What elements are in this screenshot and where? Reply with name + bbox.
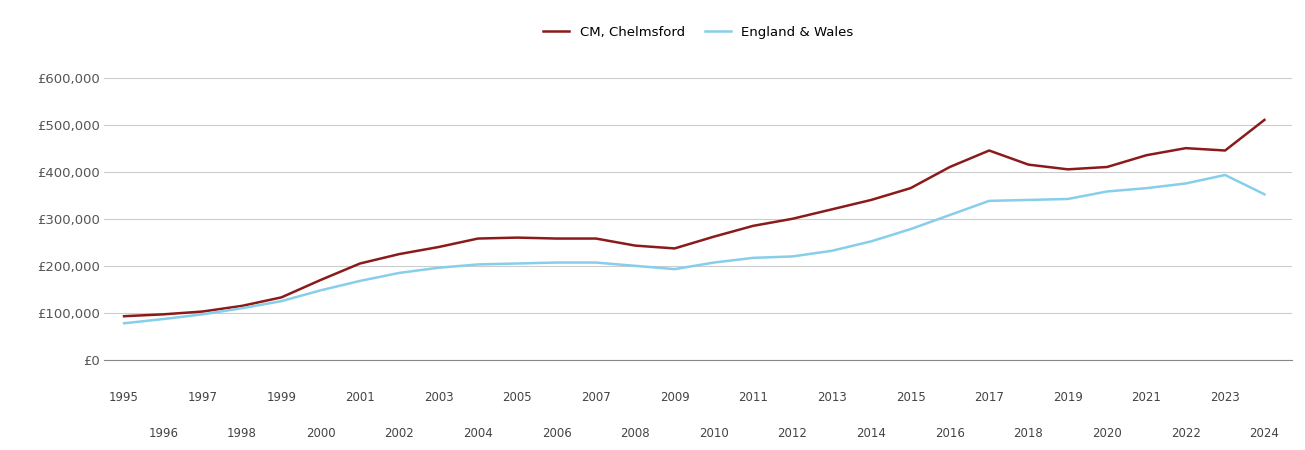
- England & Wales: [1099, 189, 1114, 194]
- Text: 2020: 2020: [1092, 428, 1122, 440]
- Text: 2006: 2006: [542, 428, 572, 440]
- England & Wales: [313, 288, 329, 293]
- England & Wales: [549, 260, 565, 265]
- CM, Chelmsford: [784, 216, 800, 221]
- CM, Chelmsford: [823, 207, 839, 212]
- England & Wales: [1218, 172, 1233, 178]
- England & Wales: [509, 261, 525, 266]
- Line: England & Wales: England & Wales: [124, 175, 1265, 323]
- CM, Chelmsford: [234, 303, 249, 309]
- Text: 2011: 2011: [739, 391, 769, 404]
- England & Wales: [942, 212, 958, 218]
- England & Wales: [628, 263, 643, 269]
- CM, Chelmsford: [589, 236, 604, 241]
- Text: 2022: 2022: [1171, 428, 1201, 440]
- Text: 2007: 2007: [581, 391, 611, 404]
- England & Wales: [864, 238, 880, 244]
- CM, Chelmsford: [509, 235, 525, 240]
- England & Wales: [155, 316, 171, 322]
- Text: 2009: 2009: [660, 391, 689, 404]
- England & Wales: [706, 260, 722, 265]
- Text: 2024: 2024: [1249, 428, 1279, 440]
- CM, Chelmsford: [155, 312, 171, 317]
- England & Wales: [274, 298, 290, 304]
- England & Wales: [1021, 197, 1036, 202]
- England & Wales: [1257, 192, 1272, 197]
- CM, Chelmsford: [706, 234, 722, 239]
- England & Wales: [667, 266, 683, 272]
- England & Wales: [1178, 181, 1194, 186]
- England & Wales: [784, 254, 800, 259]
- Text: 1995: 1995: [110, 391, 140, 404]
- Text: 2012: 2012: [778, 428, 808, 440]
- England & Wales: [116, 320, 132, 326]
- Text: 1998: 1998: [227, 428, 257, 440]
- CM, Chelmsford: [864, 197, 880, 202]
- England & Wales: [1139, 185, 1155, 191]
- England & Wales: [903, 226, 919, 232]
- CM, Chelmsford: [549, 236, 565, 241]
- CM, Chelmsford: [745, 223, 761, 229]
- Text: 2015: 2015: [895, 391, 925, 404]
- Text: 2008: 2008: [620, 428, 650, 440]
- CM, Chelmsford: [1218, 148, 1233, 153]
- CM, Chelmsford: [1060, 166, 1075, 172]
- CM, Chelmsford: [313, 277, 329, 283]
- CM, Chelmsford: [942, 164, 958, 170]
- CM, Chelmsford: [1139, 153, 1155, 158]
- CM, Chelmsford: [903, 185, 919, 191]
- CM, Chelmsford: [116, 314, 132, 319]
- Legend: CM, Chelmsford, England & Wales: CM, Chelmsford, England & Wales: [538, 21, 859, 45]
- Text: 2021: 2021: [1131, 391, 1161, 404]
- Text: 1999: 1999: [266, 391, 296, 404]
- England & Wales: [194, 312, 210, 317]
- Text: 2016: 2016: [934, 428, 964, 440]
- Text: 2000: 2000: [305, 428, 335, 440]
- England & Wales: [431, 265, 446, 270]
- CM, Chelmsford: [352, 261, 368, 266]
- CM, Chelmsford: [628, 243, 643, 248]
- Text: 2023: 2023: [1210, 391, 1240, 404]
- CM, Chelmsford: [1021, 162, 1036, 167]
- England & Wales: [823, 248, 839, 253]
- England & Wales: [392, 270, 407, 275]
- CM, Chelmsford: [667, 246, 683, 251]
- Text: 1997: 1997: [188, 391, 218, 404]
- CM, Chelmsford: [431, 244, 446, 250]
- CM, Chelmsford: [274, 295, 290, 300]
- Text: 2002: 2002: [385, 428, 414, 440]
- Text: 1996: 1996: [149, 428, 179, 440]
- Text: 2010: 2010: [699, 428, 728, 440]
- Text: 2018: 2018: [1014, 428, 1044, 440]
- CM, Chelmsford: [1257, 117, 1272, 122]
- Text: 2001: 2001: [345, 391, 375, 404]
- Text: 2005: 2005: [502, 391, 532, 404]
- England & Wales: [234, 306, 249, 311]
- Line: CM, Chelmsford: CM, Chelmsford: [124, 120, 1265, 316]
- CM, Chelmsford: [981, 148, 997, 153]
- England & Wales: [981, 198, 997, 203]
- England & Wales: [1060, 196, 1075, 202]
- Text: 2003: 2003: [424, 391, 453, 404]
- CM, Chelmsford: [1178, 145, 1194, 151]
- Text: 2019: 2019: [1053, 391, 1083, 404]
- Text: 2013: 2013: [817, 391, 847, 404]
- CM, Chelmsford: [392, 252, 407, 257]
- England & Wales: [589, 260, 604, 265]
- Text: 2017: 2017: [975, 391, 1004, 404]
- Text: 2014: 2014: [856, 428, 886, 440]
- CM, Chelmsford: [470, 236, 485, 241]
- England & Wales: [745, 255, 761, 261]
- CM, Chelmsford: [194, 309, 210, 314]
- England & Wales: [470, 262, 485, 267]
- CM, Chelmsford: [1099, 164, 1114, 170]
- England & Wales: [352, 278, 368, 284]
- Text: 2004: 2004: [463, 428, 493, 440]
